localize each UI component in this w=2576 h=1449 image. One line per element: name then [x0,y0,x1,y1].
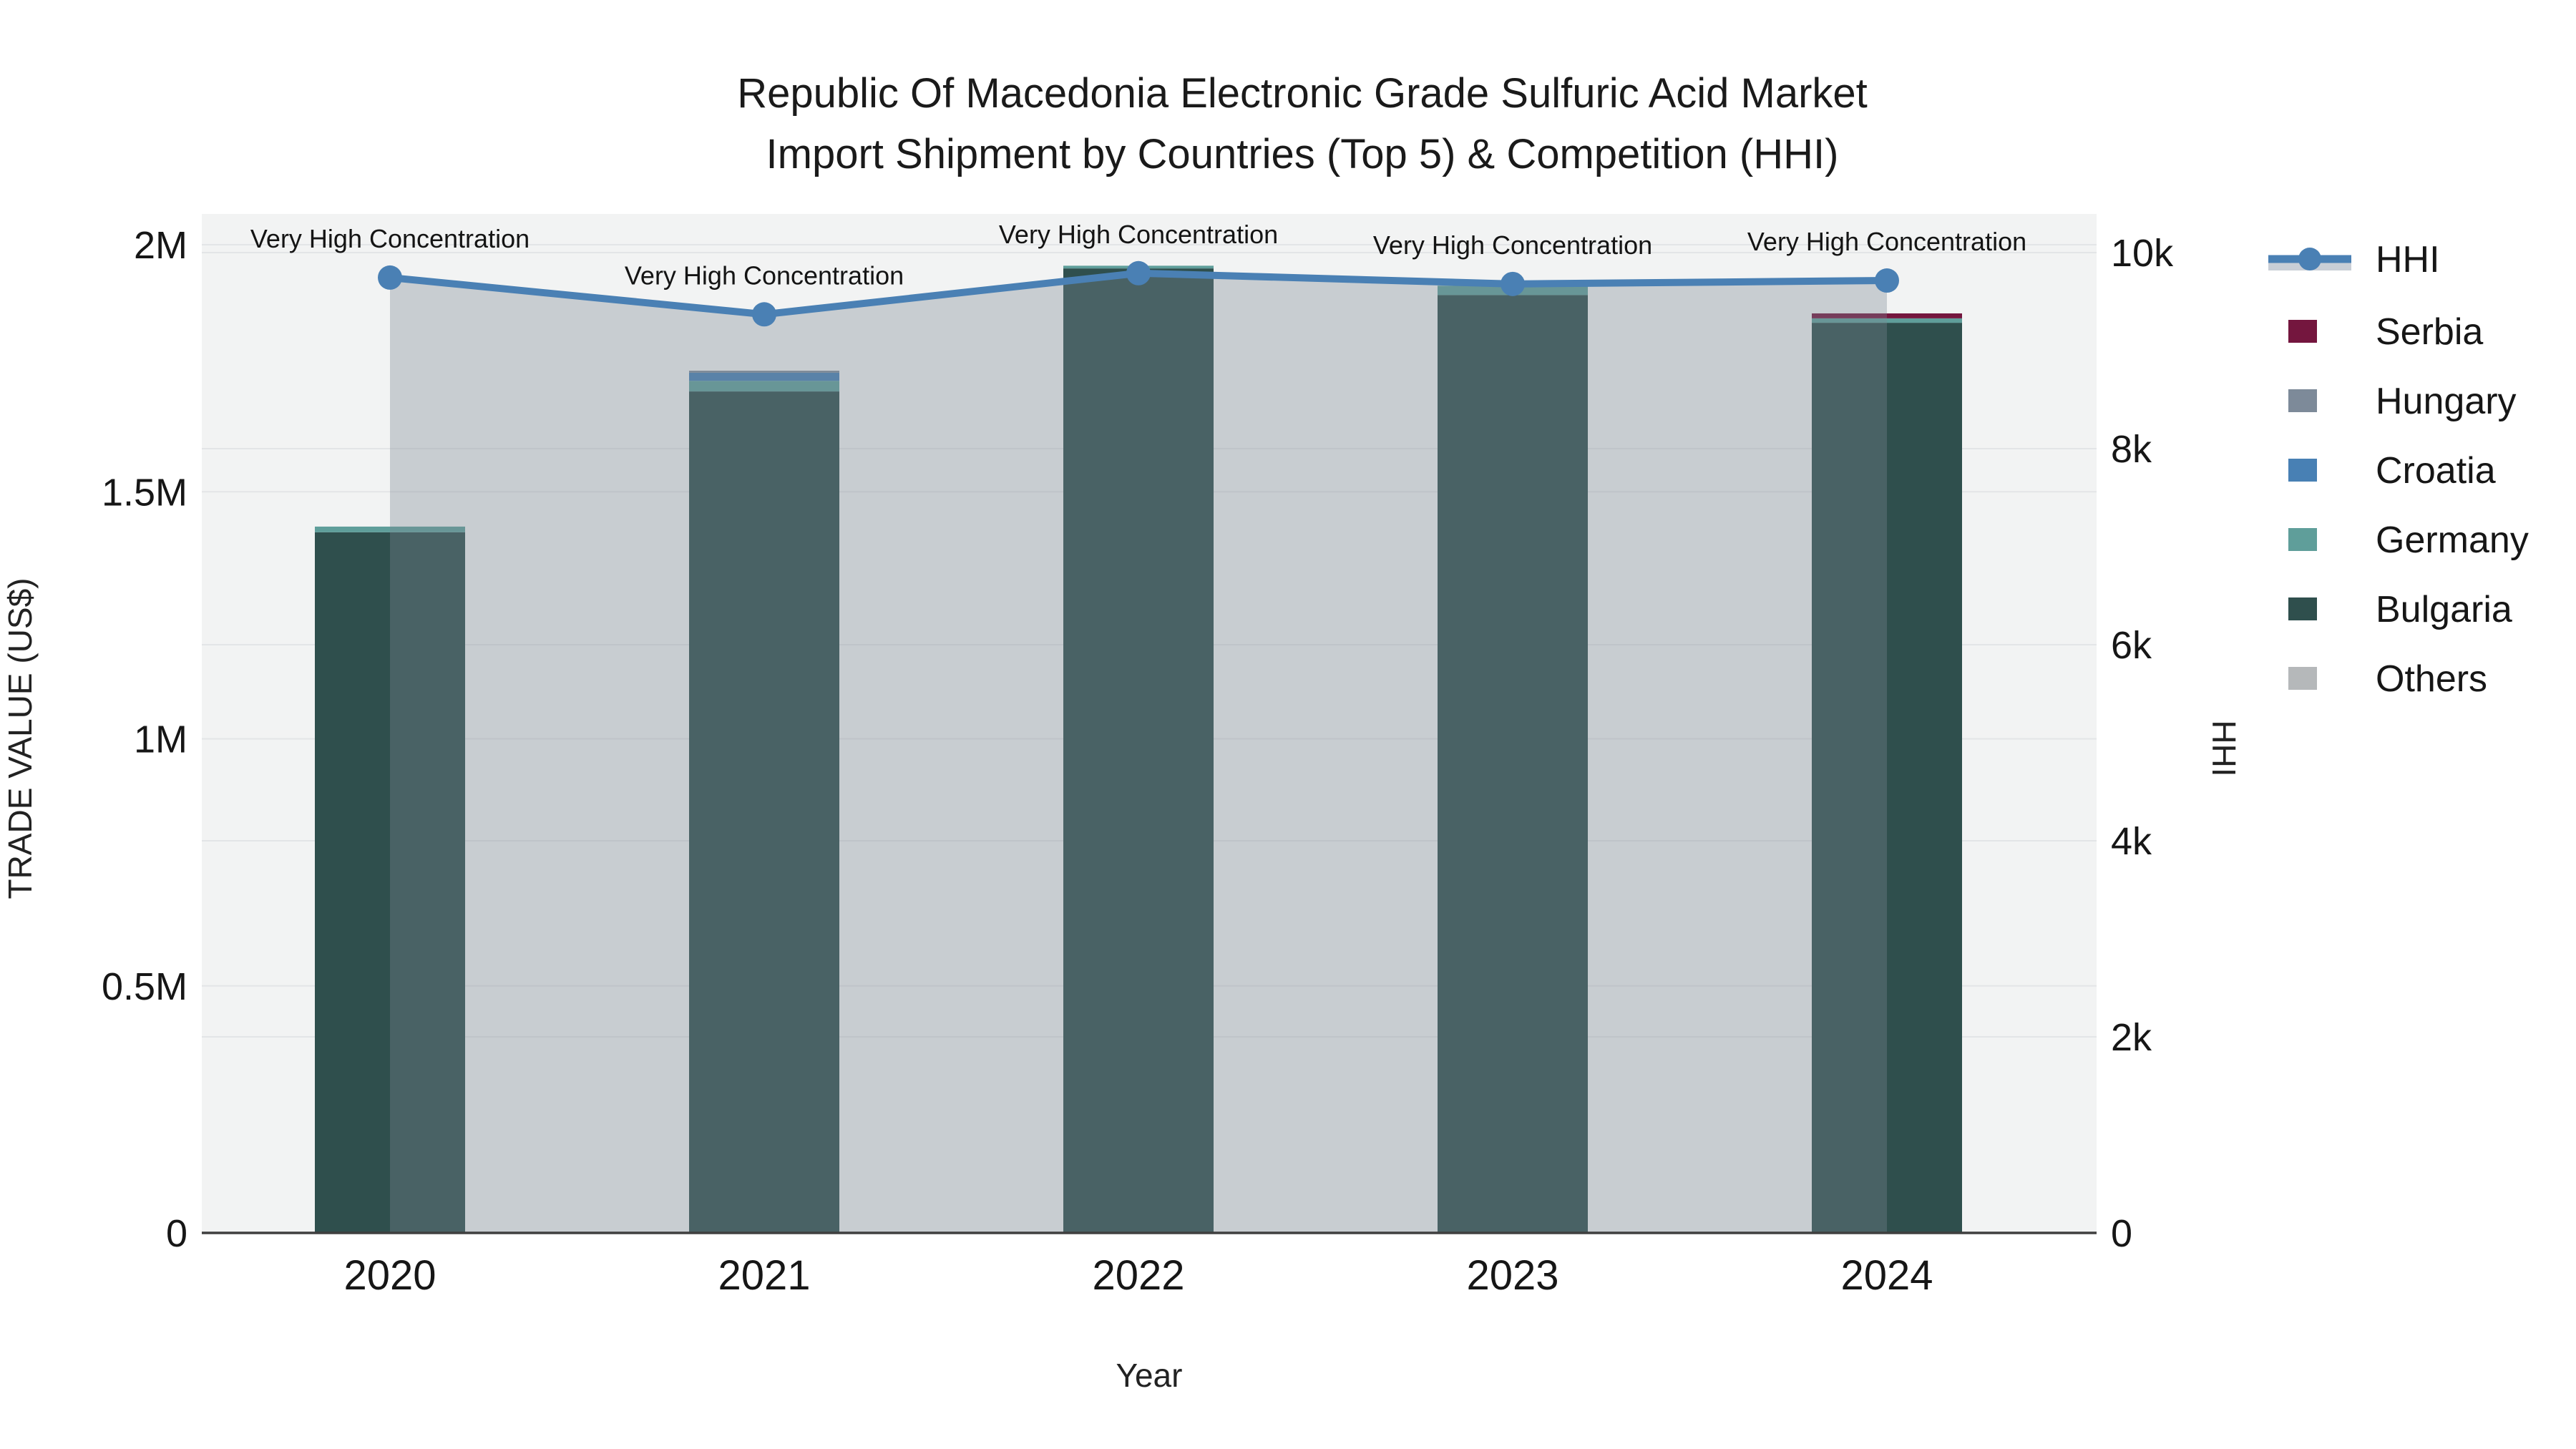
chart-title-line2: Import Shipment by Countries (Top 5) & C… [766,131,1839,177]
legend-item-germany[interactable]: Germany [2288,519,2529,561]
y2-tick-6k: 6k [2111,624,2152,667]
legend-item-croatia[interactable]: Croatia [2288,450,2496,492]
bar-segment-bulgaria-2023[interactable] [1438,295,1588,1233]
y-tick-2M: 2M [134,224,187,267]
hhi-marker-2020[interactable] [378,265,402,290]
y2-tick-8k: 8k [2111,428,2152,471]
bar-segment-bulgaria-2024[interactable] [1812,323,1962,1233]
bar-segment-germany-2021[interactable] [689,381,839,392]
y2-axis-title: HHI [2205,720,2243,776]
x-axis-title: Year [1116,1357,1183,1394]
bar-segment-bulgaria-2022[interactable] [1063,268,1214,1233]
hhi-marker-2021[interactable] [752,302,776,327]
bar-segment-croatia-2021[interactable] [689,372,839,381]
legend-label-bulgaria: Bulgaria [2376,589,2512,630]
legend-hhi-marker-icon [2298,248,2321,270]
legend-swatch-croatia [2288,459,2317,482]
x-tick-2022: 2022 [1092,1252,1184,1299]
legend-item-hhi[interactable]: HHI [2268,239,2440,280]
annotation-2020: Very High Concentration [250,224,530,253]
annotation-2024: Very High Concentration [1747,227,2026,256]
legend-swatch-others [2288,667,2317,690]
x-tick-2023: 2023 [1466,1252,1558,1299]
hhi-marker-2024[interactable] [1875,268,1899,293]
y-tick-0.5M: 0.5M [102,965,187,1008]
legend-label-others: Others [2376,658,2487,700]
hhi-marker-2023[interactable] [1501,271,1525,296]
bar-segment-hungary-2021[interactable] [689,371,839,373]
bar-series [315,265,1962,1233]
annotation-2022: Very High Concentration [999,220,1278,249]
legend-item-others[interactable]: Others [2288,658,2487,700]
y2-tick-0: 0 [2111,1212,2132,1255]
legend: HHI Serbia Hungary Croatia Germany Bulga… [2268,239,2529,700]
y-tick-1M: 1M [134,718,187,761]
hhi-marker-2022[interactable] [1126,260,1151,286]
y2-tick-4k: 4k [2111,820,2152,863]
bar-segment-bulgaria-2021[interactable] [689,391,839,1233]
legend-item-bulgaria[interactable]: Bulgaria [2288,589,2512,630]
bar-segment-germany-2020[interactable] [315,526,465,532]
legend-swatch-serbia [2288,320,2317,343]
y2-tick-2k: 2k [2111,1016,2152,1059]
tick-labels: 0 0.5M 1M 1.5M 2M 0 2k 4k 6k 8k 10k 2020 2021 2022 202… [102,224,2174,1299]
legend-item-serbia[interactable]: Serbia [2288,311,2483,353]
y-tick-0: 0 [166,1212,187,1255]
chart-title-line1: Republic Of Macedonia Electronic Grade S… [737,70,1868,117]
hhi-line [378,260,1899,327]
x-tick-2021: 2021 [718,1252,810,1299]
annotation-2021: Very High Concentration [625,260,904,290]
y-tick-1.5M: 1.5M [102,471,187,514]
hhi-fill-region [390,273,1887,1233]
legend-swatch-bulgaria [2288,597,2317,620]
legend-label-germany: Germany [2376,519,2529,561]
bar-segment-serbia-2024[interactable] [1812,313,1962,318]
x-tick-2020: 2020 [343,1252,436,1299]
hhi-area-fill [390,273,1887,1233]
legend-swatch-hungary [2288,389,2317,412]
y-axis-title: TRADE VALUE (US$) [1,577,39,899]
bar-segment-bulgaria-2020[interactable] [315,532,465,1233]
legend-label-serbia: Serbia [2376,311,2483,353]
legend-label-hhi: HHI [2376,239,2440,280]
x-tick-2024: 2024 [1840,1252,1933,1299]
legend-label-croatia: Croatia [2376,450,2496,492]
bar-segment-germany-2024[interactable] [1812,318,1962,323]
legend-swatch-germany [2288,528,2317,551]
y2-tick-10k: 10k [2111,232,2174,275]
legend-label-hungary: Hungary [2376,381,2517,422]
annotation-2023: Very High Concentration [1373,230,1652,260]
annotations: Very High Concentration Very High Concent… [250,220,2026,291]
legend-item-hungary[interactable]: Hungary [2288,381,2517,422]
